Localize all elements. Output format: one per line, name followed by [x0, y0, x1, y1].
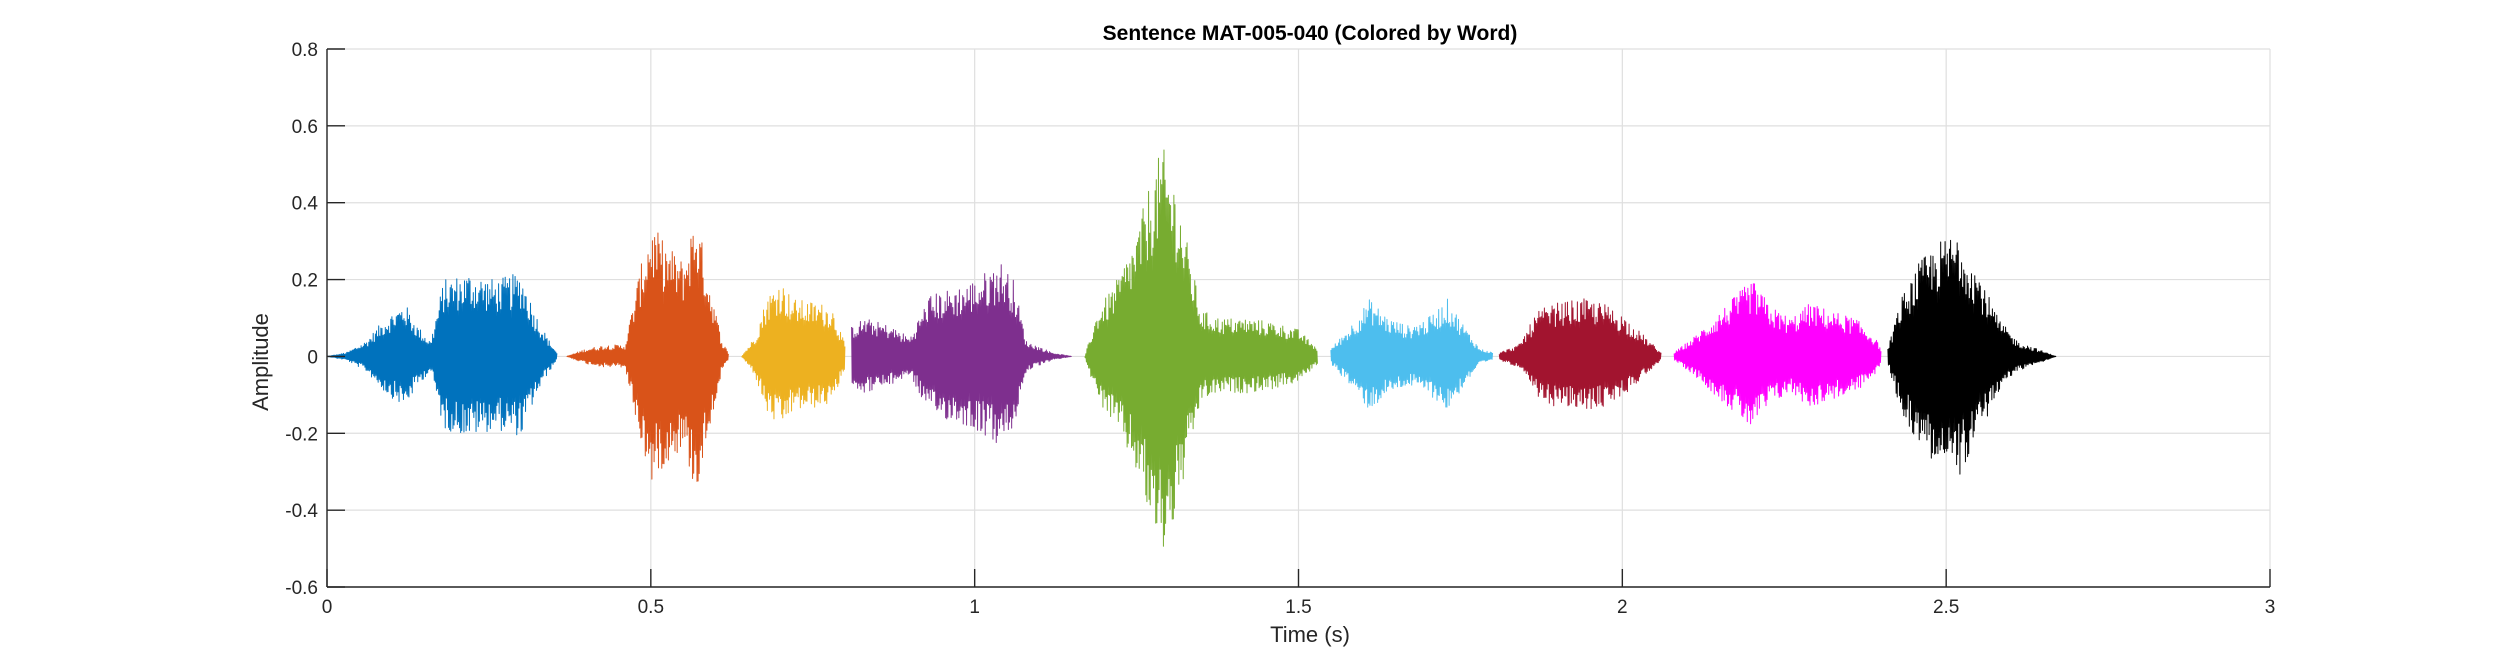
y-tick-label: -0.4	[285, 501, 318, 522]
word-segment-3	[741, 288, 846, 420]
x-tick-label: 0.5	[638, 597, 664, 618]
x-tick-label: 0	[322, 597, 333, 618]
word-segment-9	[1887, 239, 2057, 475]
x-axis-label: Time (s)	[1270, 622, 1350, 647]
word-segment-1	[326, 274, 558, 436]
waveform-series	[326, 149, 2057, 547]
word-segment-6	[1330, 298, 1494, 408]
tick-labels: 0 0.5 1 1.5 2 2.5 3 -0.6 -0.4 -0.2 0 0.2 0.4 0.6 0.8	[285, 40, 2275, 618]
word-segment-7	[1498, 298, 1662, 410]
y-tick-label: -0.6	[285, 578, 318, 599]
y-tick-label: 0.2	[292, 271, 318, 292]
axes	[326, 48, 2271, 588]
y-tick-label: 0.4	[292, 194, 319, 215]
word-segment-4	[851, 264, 1072, 443]
x-tick-label: 2	[1617, 597, 1628, 618]
word-segment-8	[1673, 283, 1882, 425]
x-tick-label: 1	[969, 597, 980, 618]
word-segment-2	[566, 232, 729, 482]
x-tick-label: 2.5	[1933, 597, 1959, 618]
word-segment-5	[1084, 149, 1318, 547]
y-axis-label: Amplitude	[248, 313, 273, 411]
x-tick-label: 1.5	[1285, 597, 1311, 618]
y-tick-label: 0.8	[292, 40, 318, 61]
y-tick-label: -0.2	[285, 424, 318, 445]
y-tick-label: 0	[307, 347, 318, 368]
x-tick-label: 3	[2265, 597, 2276, 618]
y-tick-label: 0.6	[292, 117, 318, 138]
chart-title: Sentence MAT-005-040 (Colored by Word)	[1103, 22, 1518, 45]
